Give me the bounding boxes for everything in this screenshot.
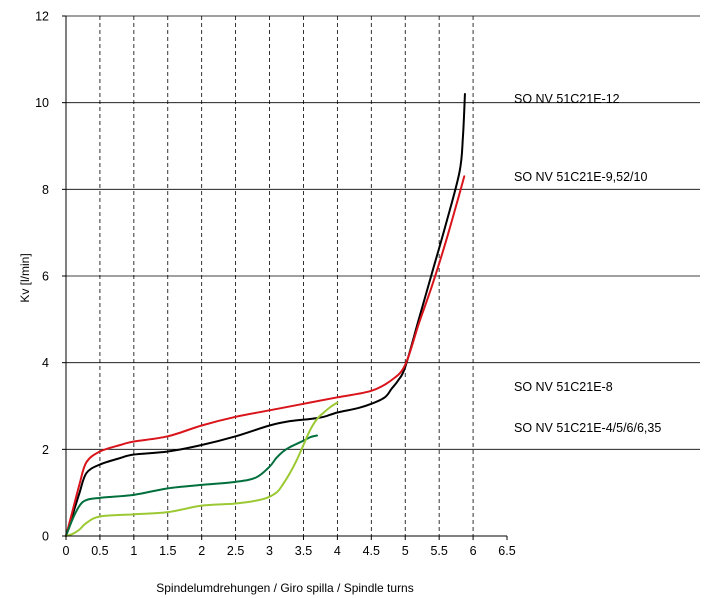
x-tick-label: 5	[402, 544, 409, 558]
y-axis-title: Kv [l/min]	[18, 253, 32, 302]
x-tick-label: 1	[130, 544, 137, 558]
x-tick-label: 2.5	[227, 544, 244, 558]
y-tick-label: 2	[42, 443, 49, 457]
series-line-1	[65, 93, 466, 537]
y-tick-label: 0	[42, 530, 49, 544]
series-line-4	[65, 401, 339, 537]
series-label-2: SO NV 51C21E-9,52/10	[514, 170, 647, 184]
series-label-4: SO NV 51C21E-4/5/6/6,35	[514, 421, 661, 435]
y-tick-label: 6	[42, 270, 49, 284]
series-line-3	[65, 434, 319, 537]
x-tick-label: 0.5	[91, 544, 108, 558]
series-line-2	[65, 175, 466, 537]
series-lines	[65, 93, 466, 537]
x-tick-label: 2	[198, 544, 205, 558]
series-label-3: SO NV 51C21E-8	[514, 380, 613, 394]
y-tick-label: 4	[42, 356, 49, 370]
series-labels: SO NV 51C21E-12 SO NV 51C21E-9,52/10 SO NV…	[514, 92, 661, 435]
y-tick-label: 8	[42, 183, 49, 197]
x-tick-label: 3	[266, 544, 273, 558]
y-tick-label: 12	[35, 10, 49, 24]
y-tick-label: 10	[35, 96, 49, 110]
x-tick-label: 6	[470, 544, 477, 558]
x-tick-label: 5.5	[430, 544, 447, 558]
x-tick-label: 4.5	[363, 544, 380, 558]
x-tick-label: 3.5	[295, 544, 312, 558]
grid	[66, 15, 700, 536]
x-tick-label: 6.5	[498, 544, 515, 558]
x-axis-title: Spindelumdrehungen / Giro spilla / Spind…	[156, 581, 413, 595]
axes	[62, 15, 508, 540]
y-tick-labels: 0 2 4 6 8 10 12	[35, 10, 49, 544]
x-tick-label: 4	[334, 544, 341, 558]
series-label-1: SO NV 51C21E-12	[514, 92, 620, 106]
x-tick-label: 0	[63, 544, 70, 558]
x-tick-labels: 0 0.5 1 1.5 2 2.5 3 3.5 4 4.5 5 5.5 6 6.5	[63, 544, 516, 558]
x-tick-label: 1.5	[159, 544, 176, 558]
